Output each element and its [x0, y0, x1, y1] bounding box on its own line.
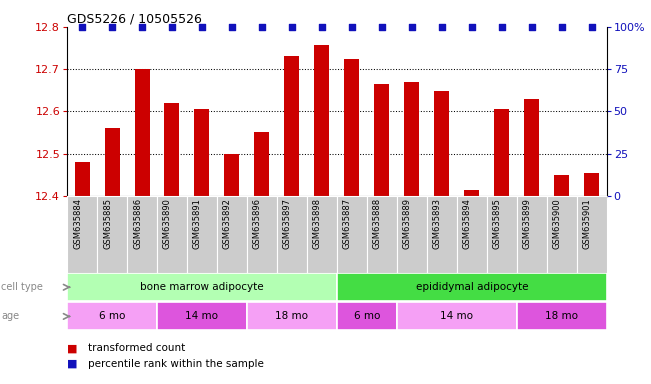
Bar	[187, 196, 217, 273]
Bar	[404, 82, 419, 196]
Bar	[434, 91, 449, 196]
Text: GSM635897: GSM635897	[283, 198, 292, 249]
Text: GSM635895: GSM635895	[493, 198, 502, 249]
Point	[437, 24, 447, 30]
Bar	[367, 196, 397, 273]
Bar	[464, 190, 479, 196]
Text: GSM635898: GSM635898	[313, 198, 322, 249]
Bar	[314, 45, 329, 196]
Text: percentile rank within the sample: percentile rank within the sample	[88, 359, 264, 369]
Text: GSM635891: GSM635891	[193, 198, 202, 249]
Bar	[494, 109, 509, 196]
Bar	[517, 196, 547, 273]
Point	[467, 24, 477, 30]
Text: 14 mo: 14 mo	[440, 311, 473, 321]
Bar	[524, 99, 539, 196]
Text: epididymal adipocyte: epididymal adipocyte	[415, 282, 528, 292]
Point	[197, 24, 207, 30]
Bar	[487, 196, 517, 273]
Bar	[397, 196, 427, 273]
Text: age: age	[1, 311, 20, 321]
Point	[587, 24, 597, 30]
Text: GSM635893: GSM635893	[433, 198, 442, 249]
Text: ■: ■	[67, 359, 77, 369]
Text: GSM635888: GSM635888	[373, 198, 382, 249]
Text: GSM635887: GSM635887	[343, 198, 352, 249]
Text: 18 mo: 18 mo	[275, 311, 309, 321]
Bar	[247, 303, 337, 330]
Text: GSM635901: GSM635901	[583, 198, 592, 249]
Bar	[75, 162, 90, 196]
Text: cell type: cell type	[1, 282, 43, 292]
Text: 6 mo: 6 mo	[353, 311, 380, 321]
Bar	[584, 173, 599, 196]
Text: bone marrow adipocyte: bone marrow adipocyte	[140, 282, 264, 292]
Text: GSM635885: GSM635885	[103, 198, 112, 249]
Point	[107, 24, 117, 30]
Bar	[165, 103, 180, 196]
Point	[316, 24, 327, 30]
Bar	[255, 132, 270, 196]
Bar	[337, 196, 367, 273]
Bar	[547, 196, 577, 273]
Bar	[397, 303, 517, 330]
Point	[377, 24, 387, 30]
Text: GSM635899: GSM635899	[523, 198, 532, 249]
Point	[557, 24, 567, 30]
Text: GSM635900: GSM635900	[553, 198, 562, 249]
Text: GSM635889: GSM635889	[403, 198, 412, 249]
Point	[497, 24, 507, 30]
Bar	[344, 59, 359, 196]
Text: 18 mo: 18 mo	[546, 311, 578, 321]
Text: 6 mo: 6 mo	[99, 311, 125, 321]
Bar	[554, 175, 569, 196]
Point	[407, 24, 417, 30]
Point	[167, 24, 177, 30]
Text: GSM635896: GSM635896	[253, 198, 262, 249]
Bar	[247, 196, 277, 273]
Point	[77, 24, 87, 30]
Point	[256, 24, 267, 30]
Bar	[517, 303, 607, 330]
Bar	[217, 196, 247, 273]
Bar	[307, 196, 337, 273]
Point	[527, 24, 537, 30]
Point	[137, 24, 147, 30]
Bar	[337, 273, 607, 301]
Bar	[195, 109, 210, 196]
Bar	[67, 273, 337, 301]
Bar	[105, 128, 120, 196]
Text: 14 mo: 14 mo	[186, 311, 219, 321]
Bar	[67, 303, 157, 330]
Bar	[67, 196, 97, 273]
Text: ■: ■	[67, 343, 77, 353]
Point	[347, 24, 357, 30]
Text: GSM635892: GSM635892	[223, 198, 232, 249]
Text: GSM635890: GSM635890	[163, 198, 172, 249]
Bar	[427, 196, 457, 273]
Bar	[157, 303, 247, 330]
Text: GDS5226 / 10505526: GDS5226 / 10505526	[67, 13, 202, 26]
Point	[227, 24, 237, 30]
Text: GSM635886: GSM635886	[133, 198, 142, 249]
Bar	[374, 84, 389, 196]
Bar	[225, 154, 240, 196]
Bar	[284, 56, 299, 196]
Bar	[97, 196, 127, 273]
Bar	[457, 196, 487, 273]
Bar	[127, 196, 157, 273]
Text: transformed count: transformed count	[88, 343, 185, 353]
Bar	[277, 196, 307, 273]
Bar	[577, 196, 607, 273]
Text: GSM635884: GSM635884	[73, 198, 82, 249]
Bar	[157, 196, 187, 273]
Text: GSM635894: GSM635894	[463, 198, 472, 249]
Bar	[337, 303, 397, 330]
Bar	[135, 69, 150, 196]
Point	[286, 24, 297, 30]
